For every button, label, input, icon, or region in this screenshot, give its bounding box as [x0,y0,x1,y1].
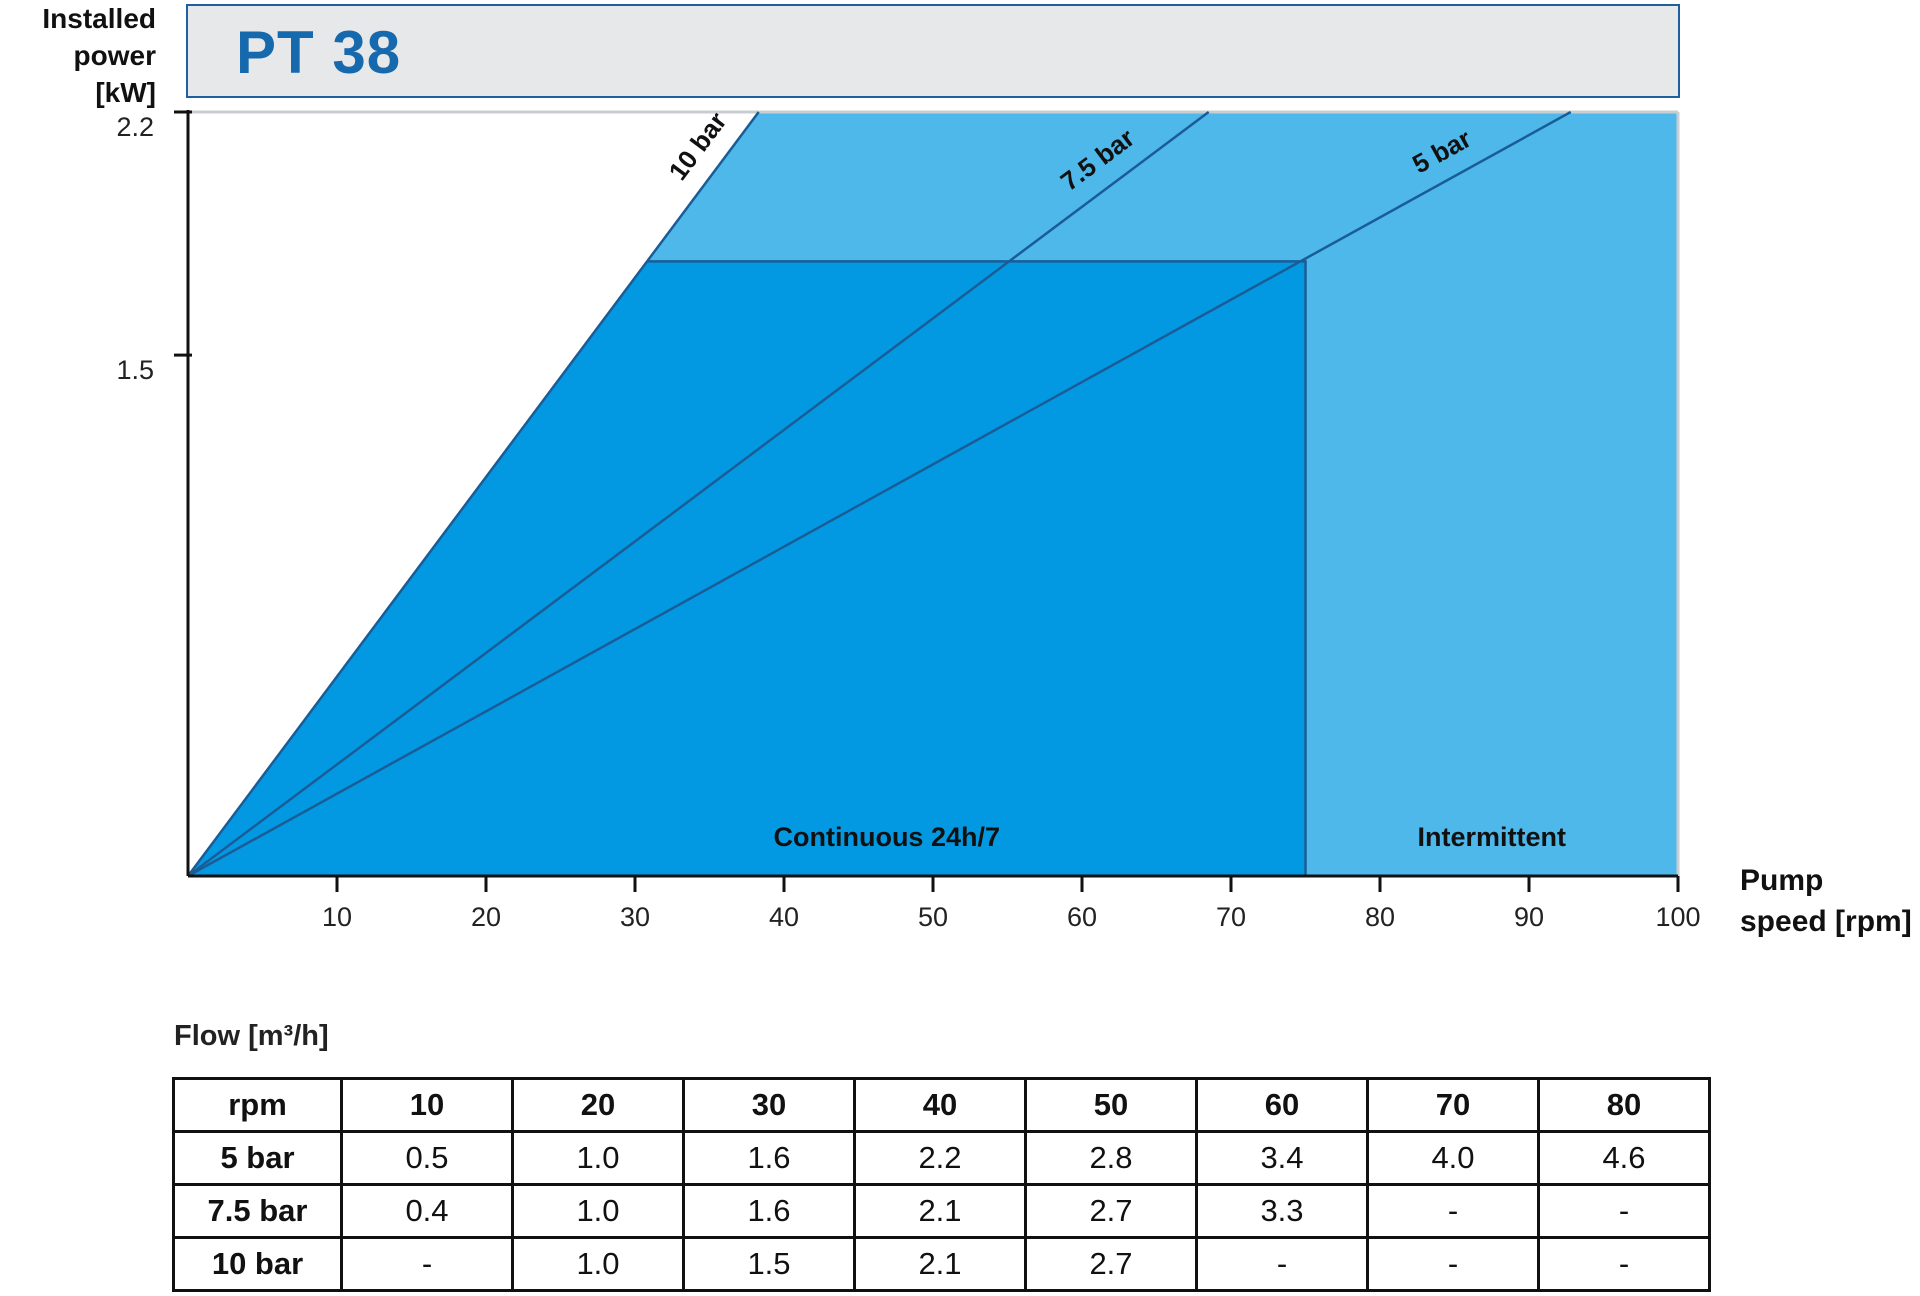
x-axis-title: Pump speed [rpm] [1740,860,1912,942]
table-cell: - [1537,1236,1711,1292]
table-cell: 1.0 [511,1183,685,1239]
table-cell: 1.6 [682,1130,856,1186]
x-axis-title-line: speed [rpm] [1740,905,1912,938]
x-tick-label: 30 [620,902,650,932]
header-cell: 80 [1537,1077,1711,1133]
table-cell: 0.5 [340,1130,514,1186]
header-cell: 10 [340,1077,514,1133]
table-cell: 3.4 [1195,1130,1369,1186]
y-axis-title-line: Installed [42,3,156,34]
y-tick-label: 2.2 [116,112,154,142]
table-row: 5 bar 0.5 1.0 1.6 2.2 2.8 3.4 4.0 4.6 [172,1130,1711,1186]
table-cell: 2.7 [1024,1183,1198,1239]
header-cell: 70 [1366,1077,1540,1133]
table-cell: 1.0 [511,1236,685,1292]
row-header-cell: 5 bar [172,1130,343,1186]
row-header-cell: 7.5 bar [172,1183,343,1239]
x-tick-label: 100 [1655,902,1700,932]
x-tick-label: 10 [322,902,352,932]
chart-title: PT 38 [236,19,402,86]
table-cell: 1.0 [511,1130,685,1186]
row-header-cell: 10 bar [172,1236,343,1292]
table-row: 10 bar - 1.0 1.5 2.1 2.7 - - - [172,1236,1711,1292]
table-cell: 3.3 [1195,1183,1369,1239]
x-tick-label: 50 [918,902,948,932]
table-cell: - [340,1236,514,1292]
header-cell: 40 [853,1077,1027,1133]
y-axis-title: Installed power [kW] [0,0,156,111]
flow-table: rpm 10 20 30 40 50 60 70 80 5 bar 0.5 1.… [172,1077,1711,1292]
y-axis-title-line: power [73,40,156,71]
header-cell: 60 [1195,1077,1369,1133]
region-label-intermittent: Intermittent [1418,822,1567,852]
flow-table-header-row: rpm 10 20 30 40 50 60 70 80 [172,1077,1711,1133]
header-cell: 30 [682,1077,856,1133]
y-tick-label: 1.5 [116,355,154,385]
table-row: 7.5 bar 0.4 1.0 1.6 2.1 2.7 3.3 - - [172,1183,1711,1239]
header-cell: 50 [1024,1077,1198,1133]
region-label-continuous: Continuous 24h/7 [773,822,1000,852]
x-tick-label: 90 [1514,902,1544,932]
table-cell: 2.8 [1024,1130,1198,1186]
table-cell: - [1366,1236,1540,1292]
table-cell: - [1195,1236,1369,1292]
x-tick-label: 40 [769,902,799,932]
table-cell: 4.6 [1537,1130,1711,1186]
x-tick-label: 80 [1365,902,1395,932]
table-cell: 2.2 [853,1130,1027,1186]
y-axis-title-line: [kW] [95,77,156,108]
x-axis-title-line: Pump [1740,864,1824,897]
series-line-7-5-bar [187,110,1210,878]
x-tick-label: 20 [471,902,501,932]
table-cell: - [1537,1183,1711,1239]
continuous-region-border [647,260,1307,876]
chart-title-box: PT 38 [186,4,1680,98]
table-cell: 2.7 [1024,1236,1198,1292]
table-cell: 0.4 [340,1183,514,1239]
table-cell: 4.0 [1366,1130,1540,1186]
series-line-10-bar [186,111,760,877]
table-cell: 1.6 [682,1183,856,1239]
x-tick-label: 70 [1216,902,1246,932]
header-cell-rpm: rpm [172,1077,343,1133]
table-cell: 1.5 [682,1236,856,1292]
header-cell: 20 [511,1077,685,1133]
x-tick-label: 60 [1067,902,1097,932]
table-cell: - [1366,1183,1540,1239]
table-cell: 2.1 [853,1236,1027,1292]
flow-table-caption: Flow [m³/h] [174,1020,329,1052]
series-line-5-bar [187,110,1572,878]
table-cell: 2.1 [853,1183,1027,1239]
